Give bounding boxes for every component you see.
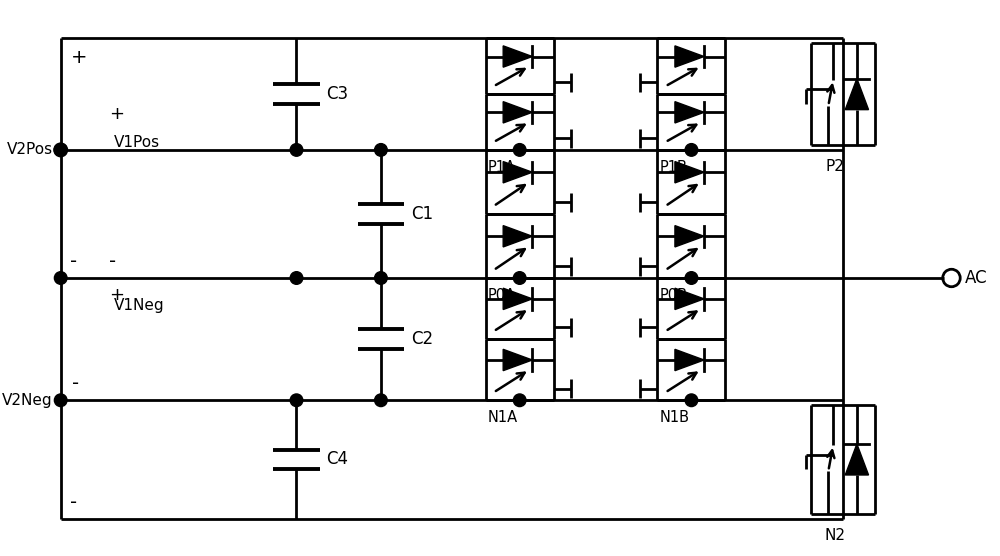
Text: V1Pos: V1Pos [114, 135, 160, 150]
Polygon shape [675, 162, 704, 183]
Circle shape [54, 143, 67, 156]
Polygon shape [675, 349, 704, 371]
Text: -: - [70, 252, 78, 271]
Polygon shape [503, 46, 532, 67]
Circle shape [290, 143, 303, 156]
Text: P0A: P0A [488, 288, 516, 303]
Circle shape [290, 394, 303, 406]
Circle shape [54, 272, 67, 284]
Circle shape [54, 143, 67, 157]
Text: -: - [72, 375, 79, 394]
Text: P1A: P1A [488, 160, 516, 175]
Polygon shape [675, 288, 704, 310]
Text: +: + [109, 105, 124, 123]
Circle shape [375, 143, 387, 156]
Circle shape [290, 272, 303, 284]
Polygon shape [503, 226, 532, 247]
Polygon shape [675, 226, 704, 247]
Polygon shape [845, 444, 869, 475]
Text: V2Pos: V2Pos [7, 142, 53, 157]
Circle shape [685, 143, 698, 156]
Circle shape [375, 272, 387, 284]
Polygon shape [503, 162, 532, 183]
Text: +: + [109, 286, 124, 304]
Text: C1: C1 [411, 205, 433, 223]
Circle shape [685, 394, 698, 406]
Circle shape [54, 394, 67, 406]
Text: -: - [109, 252, 116, 271]
Text: N1B: N1B [659, 410, 689, 425]
Polygon shape [675, 102, 704, 123]
Text: AC: AC [965, 269, 988, 287]
Text: V2Neg: V2Neg [2, 393, 53, 408]
Circle shape [375, 394, 387, 406]
Text: N2: N2 [825, 528, 846, 543]
Polygon shape [503, 102, 532, 123]
Text: C3: C3 [327, 85, 349, 103]
Text: P0B: P0B [659, 288, 687, 303]
Text: -: - [70, 493, 78, 512]
Text: V1Neg: V1Neg [114, 297, 165, 312]
Circle shape [513, 272, 526, 284]
Circle shape [685, 272, 698, 284]
Polygon shape [503, 288, 532, 310]
Text: C4: C4 [327, 450, 349, 469]
Circle shape [513, 143, 526, 156]
Text: N1A: N1A [488, 410, 518, 425]
Text: +: + [70, 48, 87, 67]
Circle shape [513, 394, 526, 406]
Text: P1B: P1B [659, 160, 687, 175]
Text: C2: C2 [411, 330, 433, 348]
Text: P2: P2 [826, 159, 844, 174]
Polygon shape [845, 78, 869, 110]
Polygon shape [503, 349, 532, 371]
Polygon shape [675, 46, 704, 67]
